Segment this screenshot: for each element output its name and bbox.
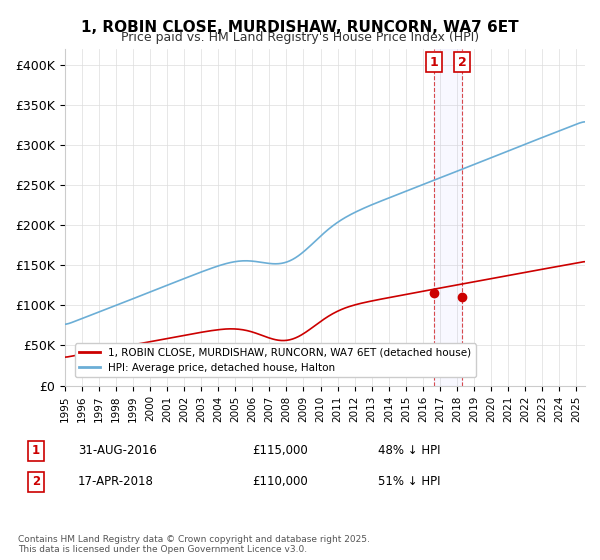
Text: 1: 1 <box>430 55 439 68</box>
Text: Contains HM Land Registry data © Crown copyright and database right 2025.
This d: Contains HM Land Registry data © Crown c… <box>18 535 370 554</box>
Text: 1: 1 <box>32 444 40 458</box>
Text: 2: 2 <box>32 475 40 488</box>
Text: £110,000: £110,000 <box>252 475 308 488</box>
Bar <box>434 49 462 386</box>
Text: Price paid vs. HM Land Registry's House Price Index (HPI): Price paid vs. HM Land Registry's House … <box>121 31 479 44</box>
Text: £115,000: £115,000 <box>252 444 308 458</box>
Text: 51% ↓ HPI: 51% ↓ HPI <box>378 475 440 488</box>
Text: 2: 2 <box>458 55 466 68</box>
Text: 17-APR-2018: 17-APR-2018 <box>78 475 154 488</box>
Text: 1, ROBIN CLOSE, MURDISHAW, RUNCORN, WA7 6ET: 1, ROBIN CLOSE, MURDISHAW, RUNCORN, WA7 … <box>81 20 519 35</box>
Text: 31-AUG-2016: 31-AUG-2016 <box>78 444 157 458</box>
Text: 48% ↓ HPI: 48% ↓ HPI <box>378 444 440 458</box>
Legend: 1, ROBIN CLOSE, MURDISHAW, RUNCORN, WA7 6ET (detached house), HPI: Average price: 1, ROBIN CLOSE, MURDISHAW, RUNCORN, WA7 … <box>75 343 476 377</box>
